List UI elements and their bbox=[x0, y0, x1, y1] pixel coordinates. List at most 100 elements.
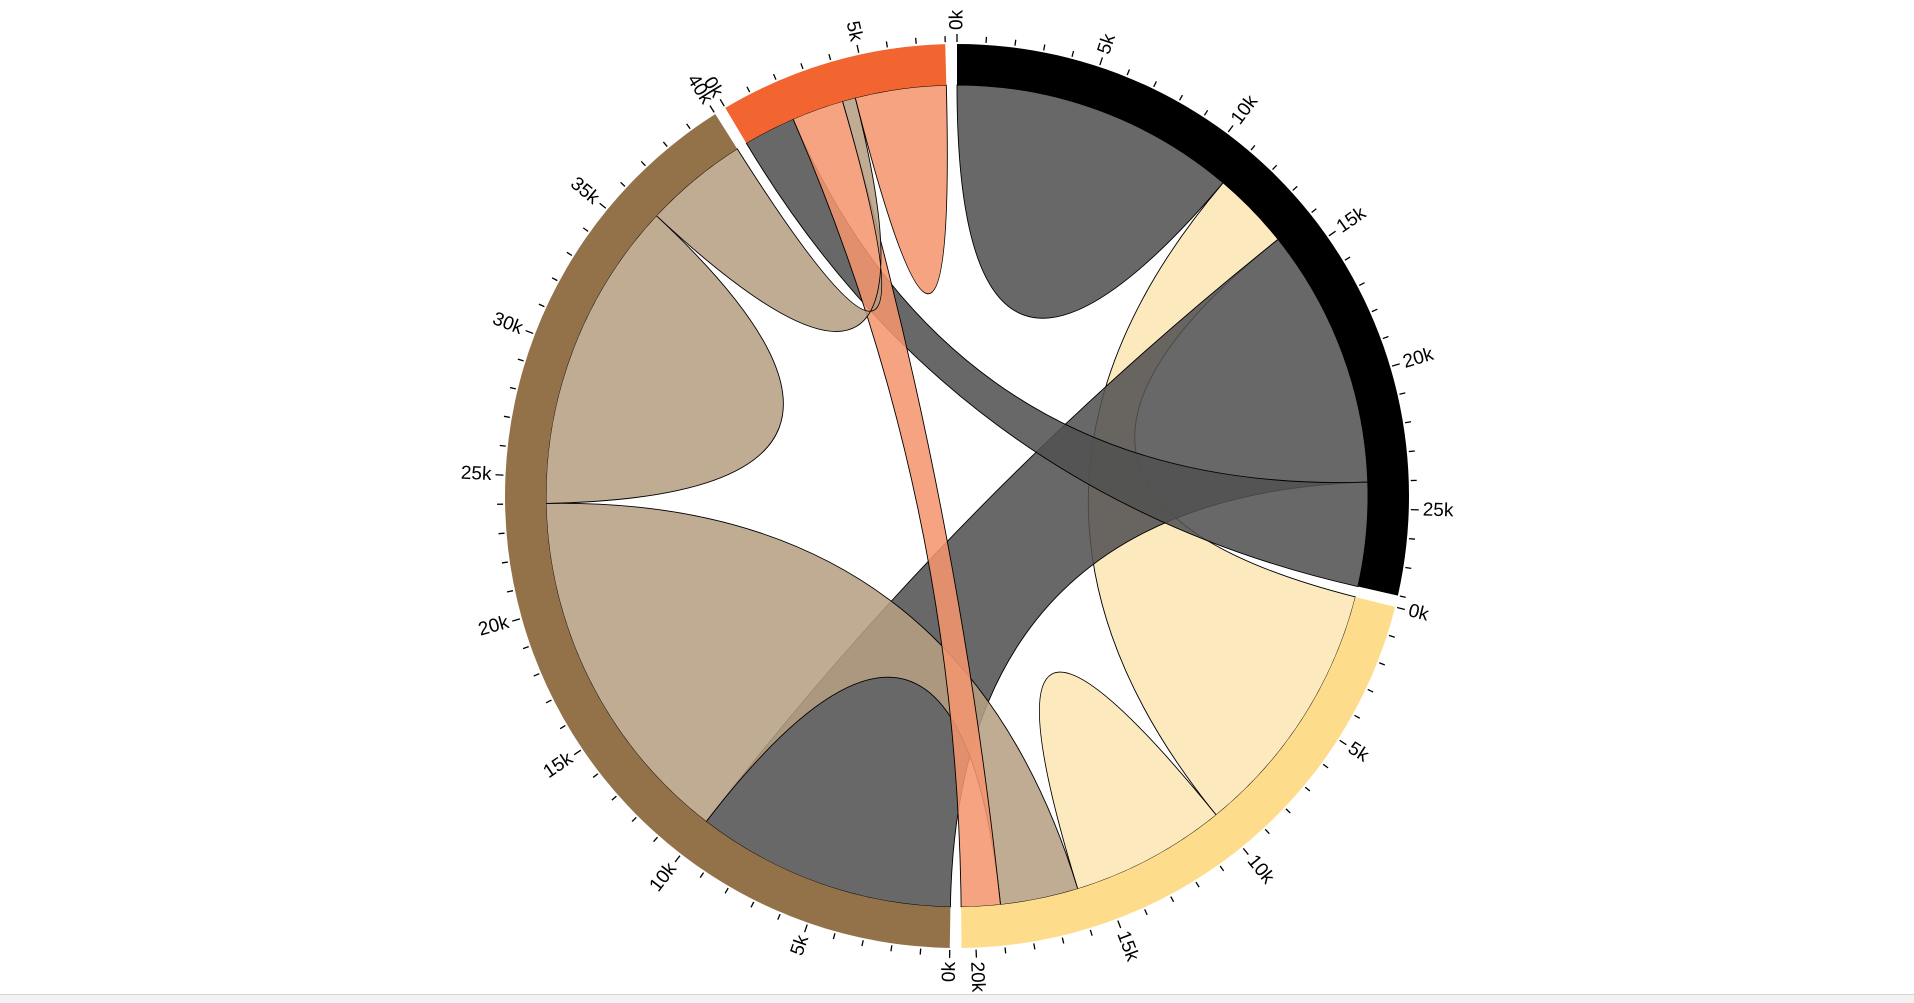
chord-tick-label: 0k bbox=[1406, 600, 1431, 625]
chord-tick bbox=[829, 54, 831, 60]
chord-tick bbox=[1400, 596, 1406, 597]
chord-tick bbox=[1305, 787, 1310, 791]
chord-tick-label: 20k bbox=[966, 961, 988, 993]
chord-tick bbox=[916, 38, 917, 44]
chord-tick bbox=[1034, 943, 1035, 949]
chord-tick bbox=[500, 445, 506, 446]
chord-tick bbox=[1379, 663, 1385, 665]
chord-tick-label: 5k bbox=[1094, 31, 1120, 57]
chord-tick bbox=[1354, 715, 1359, 718]
chord-tick-label: 5k bbox=[842, 19, 867, 44]
chord-tick-label: 5k bbox=[787, 932, 814, 958]
chord-tick bbox=[560, 726, 565, 729]
chord-tick-label: 10k bbox=[1243, 851, 1279, 888]
chord-tick bbox=[675, 856, 680, 862]
chord-tick bbox=[805, 925, 808, 933]
chord-tick bbox=[801, 63, 803, 69]
chord-tick-label: 10k bbox=[646, 858, 682, 895]
chord-tick bbox=[1273, 165, 1277, 169]
chord-tick bbox=[751, 902, 754, 907]
chord-tick bbox=[1005, 947, 1006, 953]
chord-tick bbox=[1368, 689, 1373, 692]
chord-tick-label: 15k bbox=[1333, 202, 1371, 237]
chord-tick bbox=[1399, 393, 1405, 394]
chord-tick bbox=[1180, 95, 1183, 100]
chord-tick bbox=[1100, 57, 1103, 65]
chord-tick bbox=[1405, 422, 1411, 423]
chord-tick bbox=[857, 45, 859, 53]
chord-tick bbox=[546, 700, 551, 703]
chord-tick bbox=[747, 87, 750, 92]
chord-tick bbox=[534, 674, 540, 676]
chord-tick bbox=[1329, 231, 1336, 236]
chord-tick-label: 15k bbox=[1112, 928, 1143, 965]
chord-tick-label: 0k bbox=[939, 961, 960, 982]
chord-tick bbox=[1286, 809, 1290, 813]
chord-tick bbox=[600, 203, 606, 208]
chord-tick bbox=[1145, 909, 1147, 914]
chord-tick-label: 25k bbox=[460, 463, 492, 485]
chord-tick bbox=[891, 945, 892, 951]
chord-tick bbox=[654, 837, 658, 842]
chord-tick bbox=[507, 591, 513, 592]
chord-tick bbox=[687, 124, 691, 129]
chord-tick bbox=[1118, 921, 1121, 928]
chord-tick bbox=[778, 914, 780, 920]
chord-tick bbox=[1220, 866, 1223, 871]
chord-tick bbox=[862, 940, 863, 946]
chord-tick bbox=[1323, 764, 1328, 768]
chord-tick bbox=[1340, 740, 1347, 744]
chord-tick bbox=[512, 619, 520, 621]
chord-tick bbox=[1359, 283, 1364, 286]
chord-tick bbox=[1171, 897, 1174, 902]
chord-tick bbox=[567, 252, 572, 255]
chord-tick bbox=[504, 416, 510, 417]
chord-tick bbox=[1345, 257, 1350, 260]
chord-tick bbox=[1397, 608, 1405, 610]
chord-tick-label: 0k bbox=[947, 9, 968, 30]
chord-tick bbox=[1154, 81, 1157, 86]
chord-tick bbox=[1409, 539, 1415, 540]
chord-tick bbox=[720, 99, 724, 106]
chord-tick bbox=[1392, 364, 1400, 366]
chord-tick bbox=[1204, 110, 1207, 115]
chord-tick bbox=[1251, 145, 1255, 150]
chord-tick bbox=[725, 888, 728, 893]
chord-tick bbox=[574, 750, 581, 754]
chord-tick bbox=[886, 41, 887, 47]
chord-tick bbox=[1044, 44, 1045, 50]
chord-tick bbox=[523, 647, 529, 649]
chord-tick bbox=[593, 774, 598, 778]
chord-tick bbox=[663, 142, 667, 147]
chord-tick bbox=[774, 74, 776, 80]
chord-tick bbox=[1015, 40, 1016, 46]
chord-tick bbox=[700, 873, 703, 878]
chord-tick bbox=[518, 359, 524, 361]
chord-tick bbox=[1196, 882, 1199, 887]
chord-tick bbox=[641, 161, 645, 165]
chord-tick-label: 20k bbox=[1401, 344, 1437, 373]
chord-tick bbox=[583, 228, 588, 232]
chord-tick bbox=[1389, 635, 1395, 637]
chord-tick bbox=[539, 304, 544, 307]
chord-tick bbox=[526, 331, 533, 334]
chord-tick bbox=[1062, 938, 1063, 944]
chord-tick bbox=[710, 106, 714, 113]
chord-tick-label: 10k bbox=[1227, 91, 1262, 129]
chord-tick bbox=[1265, 829, 1269, 833]
chord-tick bbox=[1405, 567, 1411, 568]
chord-tick bbox=[552, 278, 557, 281]
chord-tick bbox=[1243, 848, 1248, 854]
chord-tick bbox=[1228, 126, 1233, 132]
chord-tick bbox=[1312, 209, 1317, 213]
chord-tick bbox=[621, 182, 625, 186]
chord-tick-label: 5k bbox=[1344, 738, 1373, 767]
chord-tick bbox=[1293, 186, 1297, 190]
chord-tick-label: 30k bbox=[490, 308, 527, 339]
chord-tick-label: 20k bbox=[476, 612, 512, 641]
chord-tick bbox=[1372, 309, 1377, 311]
chord-tick bbox=[1072, 51, 1074, 57]
chord-tick-label: 15k bbox=[540, 748, 578, 783]
chord-tick bbox=[510, 387, 516, 388]
